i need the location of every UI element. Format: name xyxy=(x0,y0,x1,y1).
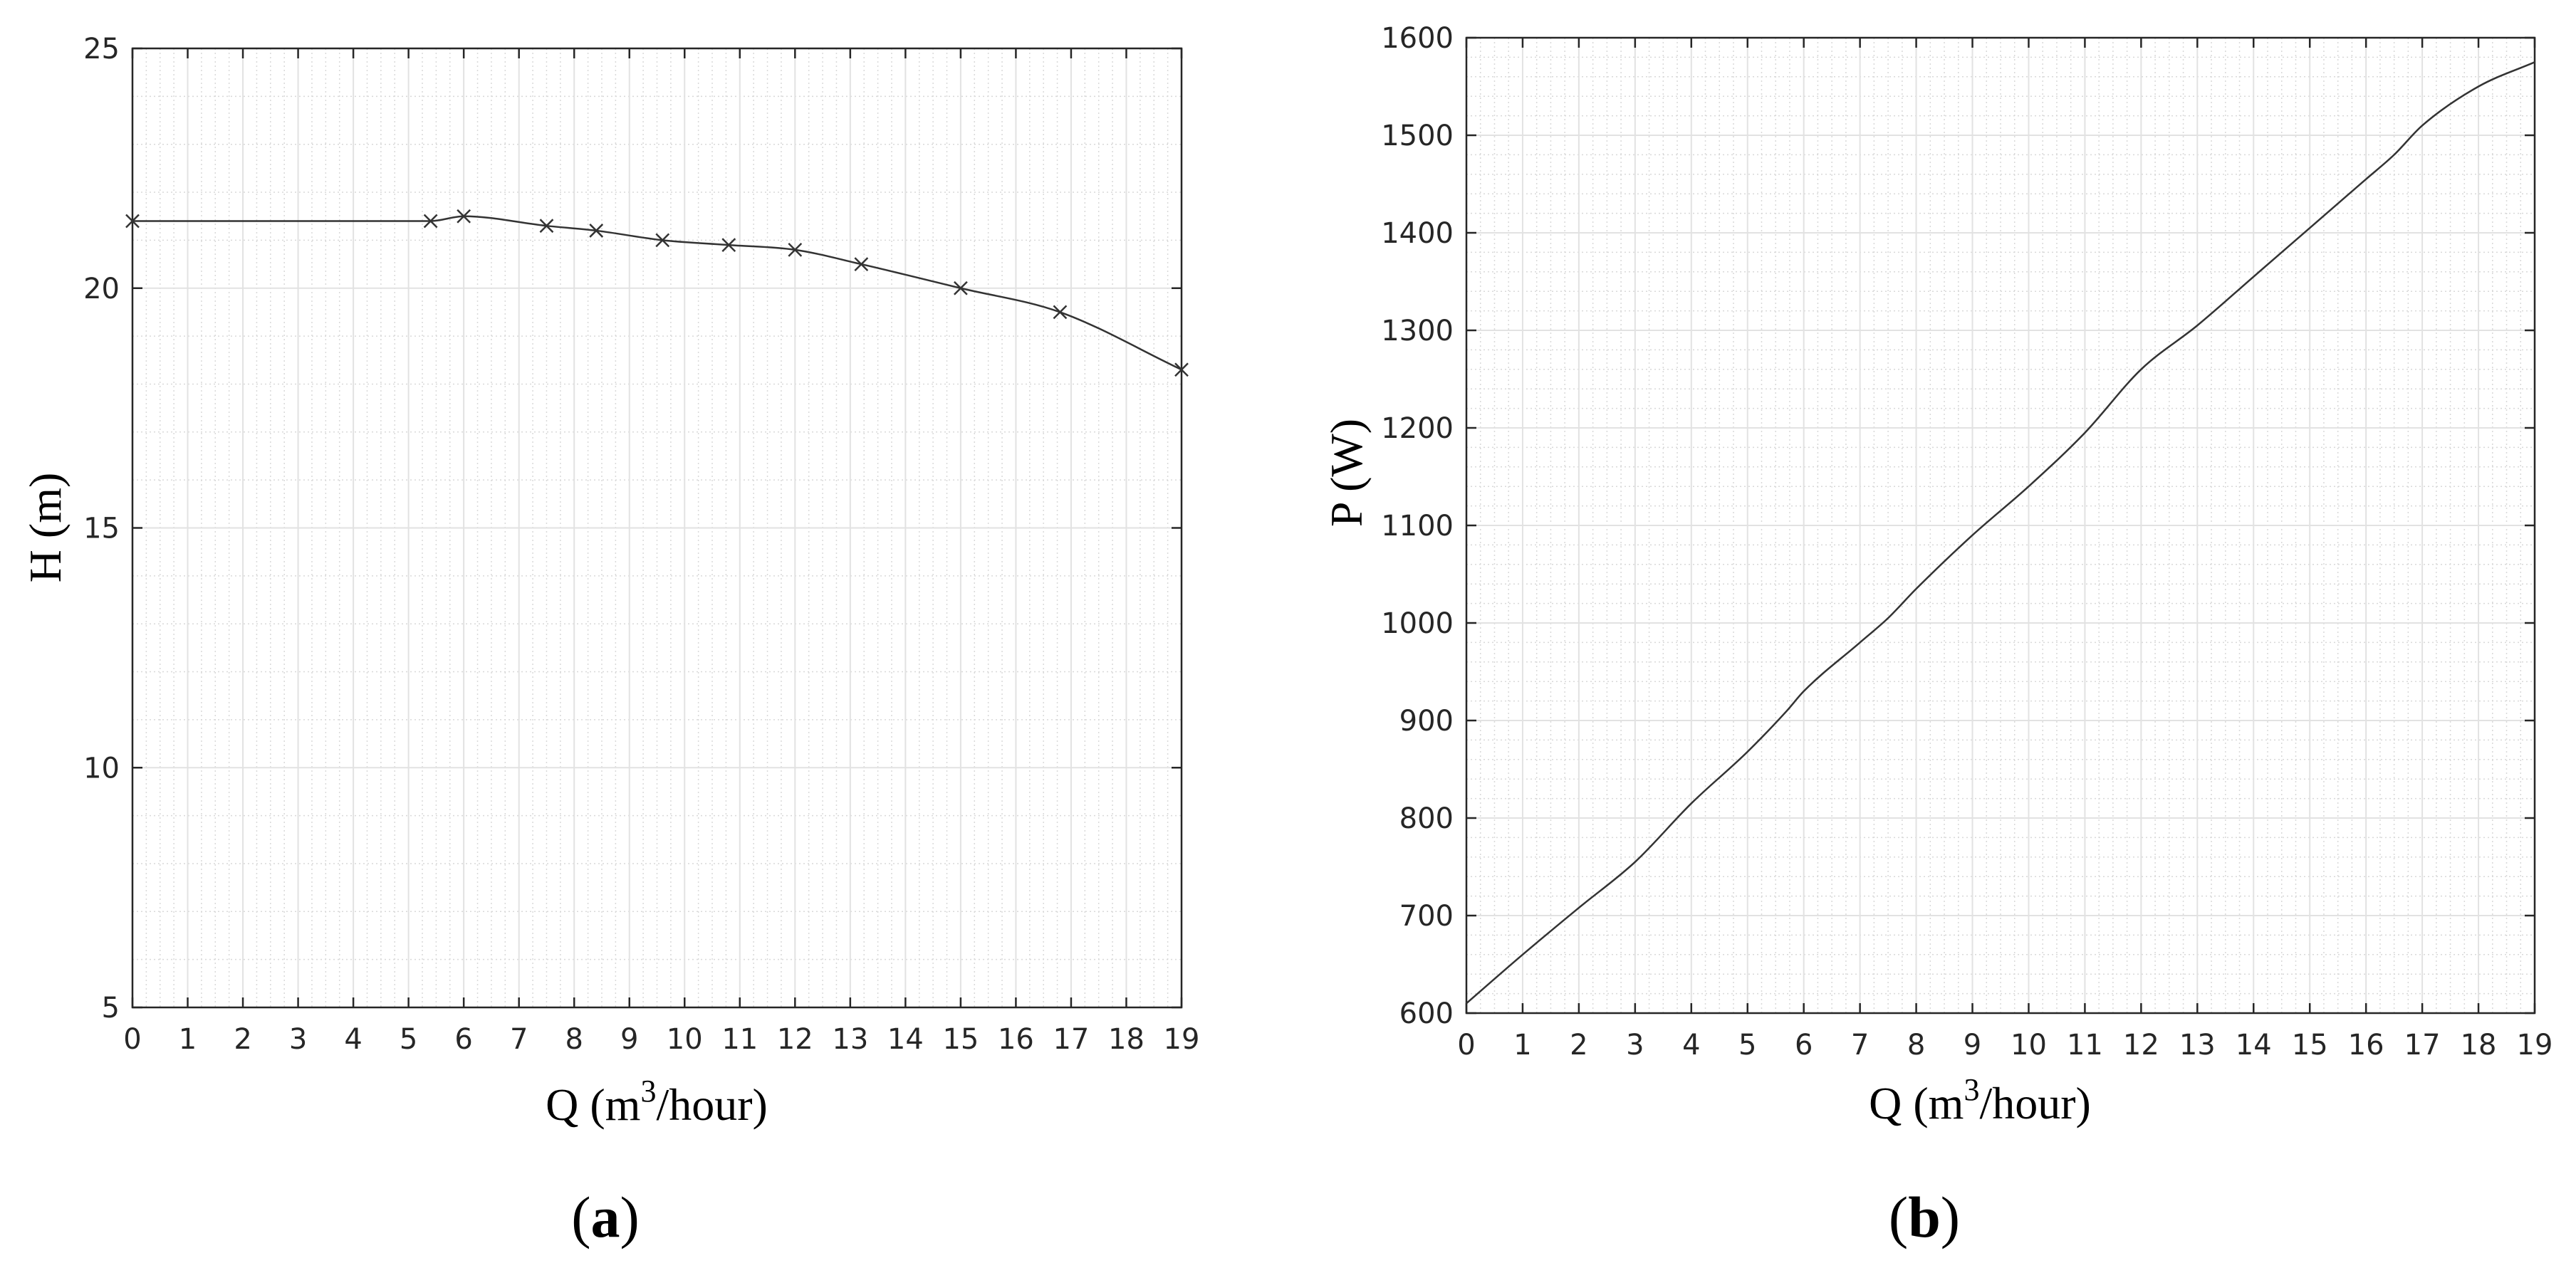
data-point-marker xyxy=(1053,305,1068,320)
x-tick-label: 17 xyxy=(2404,1029,2441,1062)
tick-marks-a xyxy=(131,47,1183,1009)
x-axis-title-b: Q (m3/hour) xyxy=(1869,1072,2091,1128)
x-tick-label: 13 xyxy=(2179,1029,2216,1062)
y-tick-label: 1500 xyxy=(1381,120,1454,152)
y-tick-label: 1600 xyxy=(1381,22,1454,55)
y-tick-label: 25 xyxy=(83,33,120,66)
x-tick-label: 19 xyxy=(2517,1029,2553,1062)
y-tick-label: 1400 xyxy=(1381,217,1454,250)
x-tick-label: 4 xyxy=(1682,1029,1700,1062)
x-tick-label: 3 xyxy=(289,1023,307,1056)
x-tick-label: 8 xyxy=(1907,1029,1925,1062)
y-tick-label: 1000 xyxy=(1381,607,1454,640)
y-tick-label: 1200 xyxy=(1381,412,1454,445)
panel-label-a: (a) xyxy=(571,1185,640,1249)
x-tick-label: 1 xyxy=(1513,1029,1531,1062)
data-point-marker xyxy=(589,224,604,238)
x-tick-label: 14 xyxy=(2236,1029,2272,1062)
x-tick-label: 18 xyxy=(1108,1023,1144,1056)
x-tick-label: 12 xyxy=(777,1023,813,1056)
x-tick-labels-b: 0 1 2 3 4 5 6 7 8 9 10 11 12 13 14 15 16 17 18 19 xyxy=(1457,1029,2552,1062)
x-tick-label: 7 xyxy=(1851,1029,1869,1062)
series-line-P xyxy=(1466,61,2535,1005)
x-tick-label: 11 xyxy=(2067,1029,2103,1062)
y-tick-label: 10 xyxy=(83,752,120,785)
x-tick-label: 0 xyxy=(123,1023,141,1056)
y-tick-label: 5 xyxy=(102,992,120,1025)
data-point-marker xyxy=(125,214,140,229)
x-tick-label: 17 xyxy=(1053,1023,1089,1056)
x-tick-label: 0 xyxy=(1457,1029,1475,1062)
y-tick-labels-a: 5 10 15 20 25 xyxy=(83,33,120,1025)
x-axis-title-a: Q (m3/hour) xyxy=(546,1074,768,1130)
y-tick-label: 1300 xyxy=(1381,315,1454,347)
y-tick-label: 20 xyxy=(83,273,120,305)
series-group-a xyxy=(125,209,1189,377)
x-tick-label: 3 xyxy=(1626,1029,1644,1062)
y-tick-label: 800 xyxy=(1399,802,1454,835)
x-tick-label: 8 xyxy=(565,1023,583,1056)
x-tick-label: 5 xyxy=(400,1023,417,1056)
data-point-marker xyxy=(854,257,869,271)
y-tick-label: 1100 xyxy=(1381,510,1454,543)
data-point-marker xyxy=(655,233,670,248)
x-tick-label: 15 xyxy=(2292,1029,2328,1062)
x-tick-label: 16 xyxy=(2348,1029,2384,1062)
series-group-b xyxy=(1466,61,2535,1005)
x-tick-label: 7 xyxy=(510,1023,528,1056)
chart-panel-b: 0 1 2 3 4 5 6 7 8 9 10 11 12 13 14 15 16 17 18 19 600700800… xyxy=(1321,22,2552,1249)
y-tick-label: 900 xyxy=(1399,705,1454,738)
y-axis-title-b: P (W) xyxy=(1321,419,1372,527)
x-tick-label: 10 xyxy=(667,1023,703,1056)
x-tick-label: 9 xyxy=(620,1023,638,1056)
data-point-marker xyxy=(788,242,803,257)
y-tick-label: 700 xyxy=(1399,900,1454,933)
x-tick-label: 19 xyxy=(1164,1023,1200,1056)
chart-panel-a: 0 1 2 3 4 5 6 7 8 9 10 11 12 13 14 15 16 17 18 19 510152025… xyxy=(20,33,1199,1249)
tick-marks-b xyxy=(1465,36,2536,1015)
x-tick-labels-a: 0 1 2 3 4 5 6 7 8 9 10 11 12 13 14 15 16 17 18 19 xyxy=(123,1023,1199,1056)
x-tick-label: 11 xyxy=(721,1023,758,1056)
y-axis-title-a: H (m) xyxy=(20,473,71,583)
x-tick-label: 9 xyxy=(1964,1029,1981,1062)
data-point-marker xyxy=(539,219,554,234)
series-line-H xyxy=(132,215,1182,371)
y-tick-label: 15 xyxy=(83,513,120,545)
y-tick-labels-b: 600 700 800 900 1000 1100 1200 1300 1400 1500 1600 xyxy=(1381,22,1454,1030)
panel-label-b: (b) xyxy=(1889,1185,1960,1249)
x-tick-label: 2 xyxy=(1570,1029,1587,1062)
x-tick-label: 5 xyxy=(1738,1029,1756,1062)
x-tick-label: 15 xyxy=(942,1023,979,1056)
x-tick-label: 18 xyxy=(2461,1029,2497,1062)
x-tick-label: 1 xyxy=(179,1023,197,1056)
data-point-marker xyxy=(1174,362,1189,377)
data-point-marker xyxy=(423,214,438,229)
x-tick-label: 16 xyxy=(998,1023,1034,1056)
y-tick-label: 600 xyxy=(1399,997,1454,1030)
x-tick-label: 6 xyxy=(1795,1029,1813,1062)
data-point-marker xyxy=(457,209,471,224)
x-tick-label: 10 xyxy=(2011,1029,2047,1062)
x-tick-label: 14 xyxy=(887,1023,924,1056)
data-point-marker xyxy=(721,238,736,253)
x-tick-label: 2 xyxy=(234,1023,251,1056)
x-tick-label: 6 xyxy=(454,1023,472,1056)
x-tick-label: 12 xyxy=(2123,1029,2159,1062)
x-tick-label: 13 xyxy=(832,1023,868,1056)
data-point-marker xyxy=(954,281,968,295)
x-tick-label: 4 xyxy=(344,1023,362,1056)
